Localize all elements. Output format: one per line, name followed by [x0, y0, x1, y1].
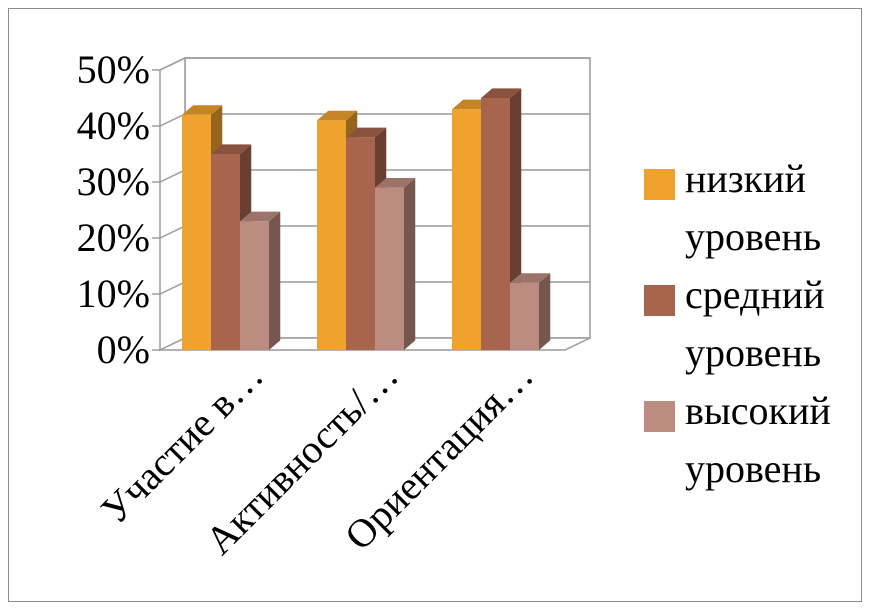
bars	[182, 88, 551, 351]
legend-label: низкий уровень	[685, 156, 822, 259]
y-tick-label: 30%	[77, 159, 150, 204]
legend-swatch	[644, 401, 675, 432]
bar	[240, 211, 281, 350]
bar-side	[539, 273, 551, 350]
bar-top	[481, 88, 522, 98]
bar-side	[269, 211, 281, 350]
legend-label: средний уровень	[685, 272, 825, 375]
bar-front	[240, 221, 269, 350]
y-tick-label: 0%	[97, 327, 150, 372]
bar-top	[510, 273, 551, 283]
y-tick-label: 10%	[77, 271, 150, 316]
bar-front	[375, 187, 404, 350]
gridline	[159, 57, 590, 71]
legend-swatch	[644, 285, 675, 316]
y-tick-label: 50%	[77, 47, 150, 92]
bar-top	[346, 127, 387, 138]
bar-top	[182, 105, 223, 115]
bar-front	[481, 98, 510, 350]
legend-item: высокий уровень	[640, 382, 865, 498]
bar	[375, 178, 416, 350]
legend-swatch	[644, 169, 675, 200]
bar-front	[182, 114, 211, 350]
y-axis-ticks: 0% 10% 20% 30% 40% 50%	[77, 47, 160, 372]
bar-side	[404, 178, 416, 350]
bar-front	[211, 154, 240, 350]
bar-front	[452, 109, 481, 350]
bar-top	[317, 110, 358, 121]
bar-top	[375, 178, 416, 188]
bar-front	[510, 282, 539, 350]
bar	[510, 273, 551, 350]
y-tick-label: 20%	[77, 215, 150, 260]
bar-top	[240, 211, 281, 222]
legend-item: средний уровень	[640, 266, 865, 382]
x-axis-ticks: Участие в…Активность/…Ориентация…	[92, 353, 542, 563]
bar-front	[346, 137, 375, 350]
legend-label: высокий уровень	[685, 388, 831, 491]
legend-item: низкий уровень	[640, 150, 865, 266]
legend: низкий уровень средний уровень высокий уро…	[640, 150, 865, 498]
bar-top	[211, 144, 252, 154]
bar-front	[317, 120, 346, 351]
y-tick-label: 40%	[77, 103, 150, 148]
side-wall	[159, 56, 186, 352]
